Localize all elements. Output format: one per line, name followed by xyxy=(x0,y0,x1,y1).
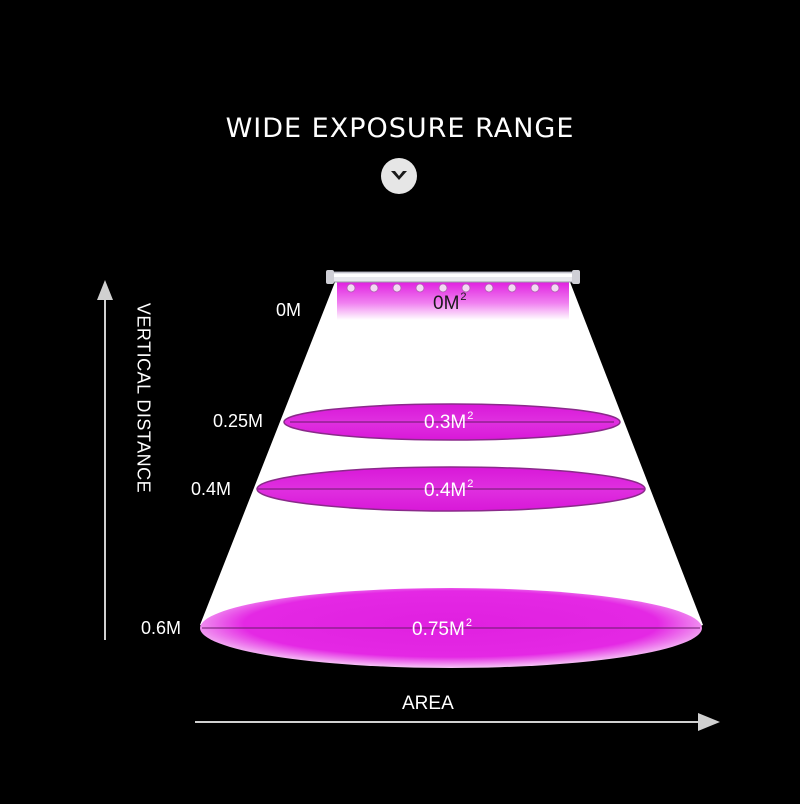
area-value-0m: 0M xyxy=(433,293,460,314)
area-exp-0.25m: 2 xyxy=(467,410,474,422)
area-exp-0.4m: 2 xyxy=(467,478,474,490)
area-value-0.25m: 0.3M xyxy=(424,412,467,433)
distance-label-0.25m: 0.25M xyxy=(213,411,264,431)
distance-label-0.4m: 0.4M xyxy=(191,479,232,499)
led-chips xyxy=(346,283,560,293)
chevron-down-circle-icon xyxy=(381,158,417,194)
area-label-0m: 0M2 xyxy=(433,291,467,315)
area-exp-0.6m: 2 xyxy=(465,617,472,629)
distance-label-0m: 0M xyxy=(276,300,302,320)
horizontal-axis-label: AREA xyxy=(402,693,454,714)
distance-label-0.6m: 0.6M xyxy=(141,618,182,638)
diagram-title: WIDE EXPOSURE RANGE xyxy=(225,113,575,144)
horizontal-axis-arrow xyxy=(195,713,720,731)
vertical-axis-label: VERTICAL DISTANCE xyxy=(133,302,154,494)
vertical-axis-arrow xyxy=(97,280,113,640)
area-label-0.25m: 0.3M2 xyxy=(424,410,473,434)
area-label-0.6m: 0.75M2 xyxy=(412,617,472,641)
area-exp-0m: 2 xyxy=(460,291,467,303)
grow-light-bar xyxy=(326,270,580,284)
area-value-0.4m: 0.4M xyxy=(424,480,467,501)
area-label-0.4m: 0.4M2 xyxy=(424,478,473,502)
area-value-0.6m: 0.75M xyxy=(412,619,465,640)
